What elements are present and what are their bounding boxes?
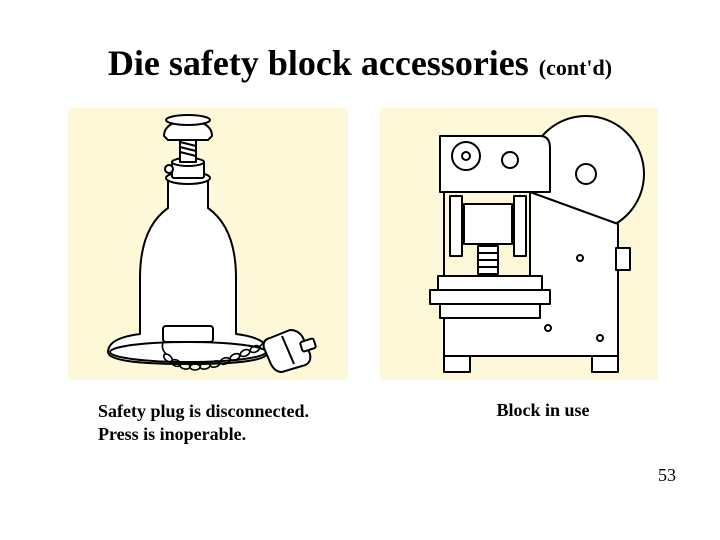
figure-block-in-use: [380, 108, 658, 380]
slide-title: Die safety block accessories (cont'd): [0, 42, 720, 84]
caption-left-line2: Press is inoperable.: [98, 423, 368, 446]
press-machine-drawing: [380, 108, 658, 380]
title-suffix: (cont'd): [539, 55, 612, 80]
caption-left-line1: Safety plug is disconnected.: [98, 400, 368, 423]
caption-row: Safety plug is disconnected. Press is in…: [68, 400, 658, 447]
page-number: 53: [658, 465, 676, 486]
caption-left: Safety plug is disconnected. Press is in…: [68, 400, 368, 447]
title-main: Die safety block accessories: [108, 43, 529, 83]
safety-block-drawing: [68, 108, 348, 380]
figure-row: [68, 108, 658, 380]
caption-right: Block in use: [368, 400, 658, 447]
figure-safety-plug-disconnected: [68, 108, 348, 380]
